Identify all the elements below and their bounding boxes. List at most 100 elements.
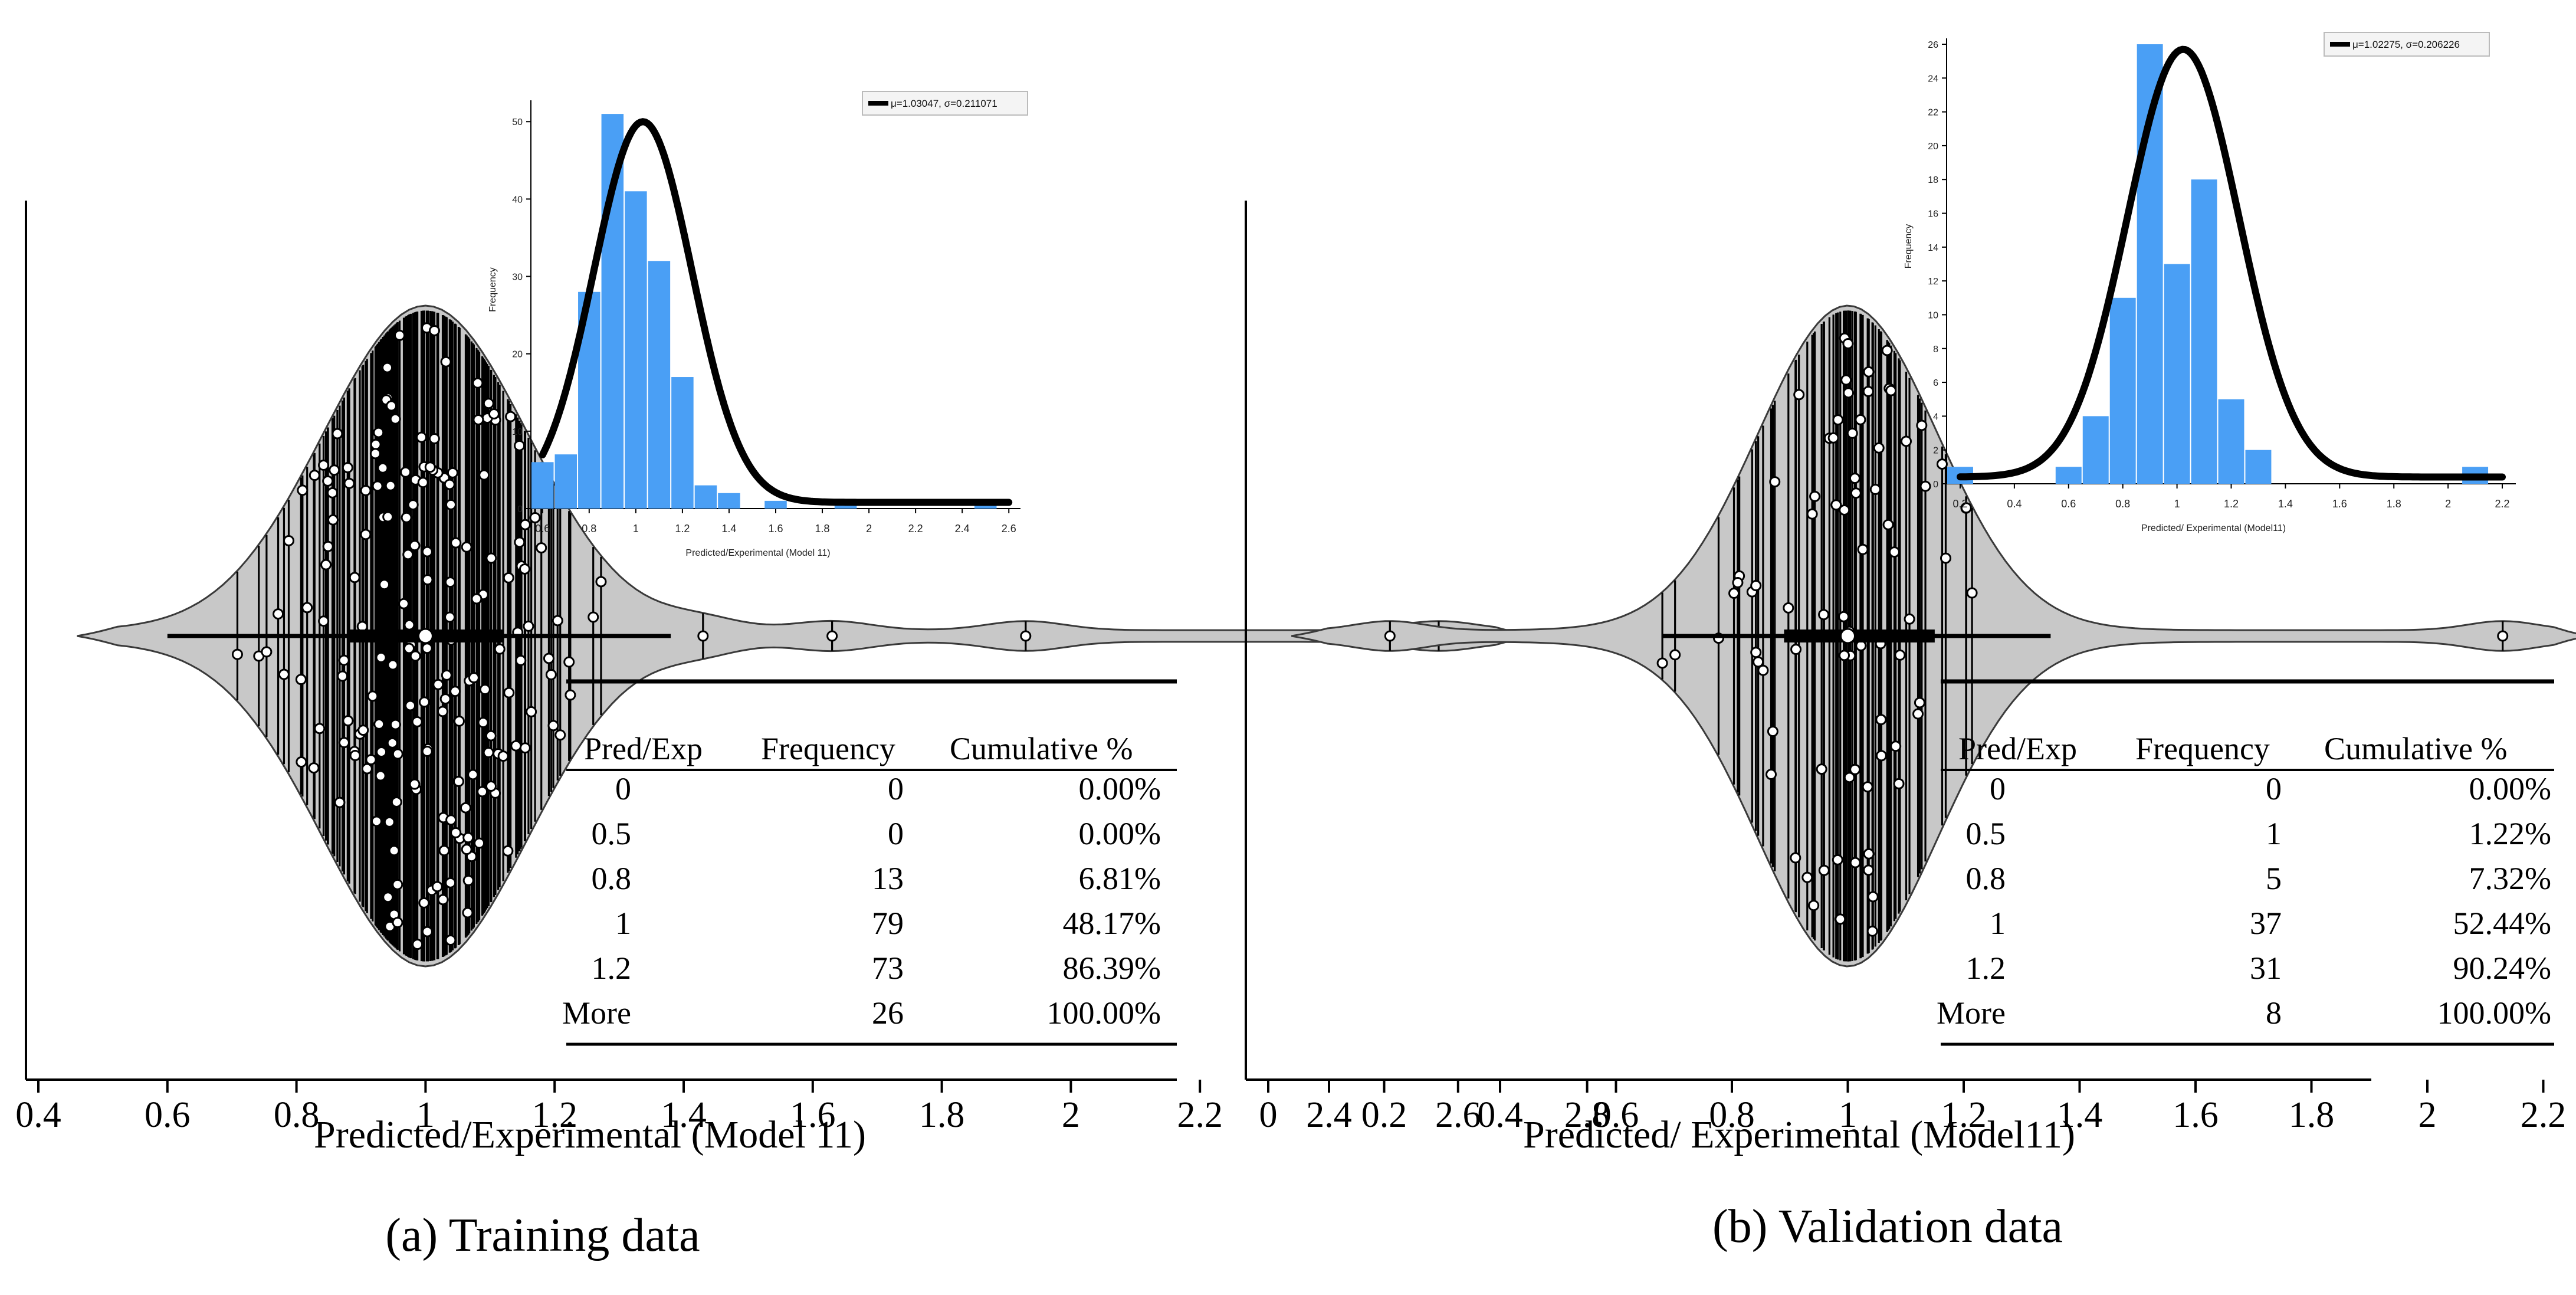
table-cell: 79 <box>872 906 904 941</box>
data-point <box>1849 857 1861 868</box>
validation-panel: 0 0.2 0.4 0.6 0.8 1 1.2 1.4 1.6 1.8 2 2.2 Predicted/… <box>1245 32 2576 1253</box>
data-point <box>460 802 471 814</box>
inset-x-tick-label: 2 <box>866 523 872 535</box>
data-point <box>342 715 354 727</box>
data-point <box>412 939 424 950</box>
data-point <box>231 648 243 660</box>
data-point <box>409 650 421 662</box>
data-point <box>1832 854 1843 865</box>
data-point <box>405 700 416 712</box>
data-point <box>1890 740 1902 752</box>
histogram-bar <box>2245 450 2272 484</box>
data-point <box>394 329 406 341</box>
data-point <box>332 428 343 440</box>
inset-y-tick-label: 14 <box>1928 243 1938 253</box>
histogram-bar <box>2082 416 2109 484</box>
inset-y-tick-label: 6 <box>1933 378 1938 388</box>
inset-y-tick-label: 50 <box>512 117 523 127</box>
inset-y-tick-label: 18 <box>1928 175 1938 185</box>
data-point <box>297 484 309 496</box>
data-point <box>1862 781 1873 793</box>
data-point <box>403 619 415 631</box>
data-point <box>357 724 369 736</box>
data-point <box>505 411 517 422</box>
data-point <box>409 778 421 790</box>
histogram-bar <box>764 500 787 509</box>
data-point <box>1769 476 1781 488</box>
data-point <box>519 563 531 575</box>
data-point <box>1869 484 1881 496</box>
data-point <box>1801 871 1813 883</box>
data-point <box>502 845 514 857</box>
table-cell: 0.8 <box>592 861 632 896</box>
data-point <box>1790 644 1802 655</box>
data-point <box>1893 778 1905 789</box>
x-tick-label: 2.2 <box>2521 1095 2567 1135</box>
data-point <box>373 427 385 438</box>
data-point <box>497 750 509 762</box>
data-point <box>389 413 401 425</box>
data-point <box>1849 473 1860 484</box>
data-point <box>1750 647 1762 658</box>
x-tick-label: 1.4 <box>661 1095 707 1135</box>
data-point <box>361 763 373 775</box>
legend-label: μ=1.02275, σ=0.206226 <box>2352 39 2460 50</box>
legend-box <box>2324 32 2490 57</box>
data-point <box>295 674 307 686</box>
data-point <box>1875 714 1887 726</box>
data-point <box>403 642 415 654</box>
inset-y-tick-label: 22 <box>1928 108 1938 118</box>
x-tick-label: 2.6 <box>1435 1095 1481 1135</box>
x-tick-label: 2 <box>2419 1095 2437 1135</box>
inset-y-axis-label: Frequency <box>1904 224 1914 269</box>
table-cell: 1 <box>1990 906 2006 941</box>
data-point <box>494 643 506 655</box>
table-cell: 100.00% <box>1047 995 1161 1031</box>
table-cell: 13 <box>872 861 904 896</box>
inset-y-tick-label: 10 <box>512 427 523 437</box>
data-point <box>327 487 339 499</box>
inset-y-tick-label: 16 <box>1928 209 1938 219</box>
data-point <box>523 620 534 632</box>
data-point <box>1793 389 1805 401</box>
data-point <box>373 718 385 730</box>
data-point <box>322 475 334 487</box>
table-cell: 100.00% <box>2437 995 2551 1031</box>
data-point <box>1753 656 1764 668</box>
data-point <box>1881 345 1893 356</box>
data-point <box>1843 387 1855 399</box>
histogram-bar <box>2164 264 2190 484</box>
inset-y-tick-label: 12 <box>1928 277 1938 287</box>
inset-x-tick-label: 1.6 <box>768 523 783 535</box>
data-point <box>428 433 440 445</box>
data-point <box>554 729 566 741</box>
table-cell: 0 <box>888 816 904 851</box>
data-point <box>386 737 398 749</box>
data-point <box>826 630 838 642</box>
data-point <box>450 537 462 549</box>
data-point <box>377 462 389 474</box>
x-axis-label: Predicted/ Experimental (Model11) <box>1523 1113 2075 1156</box>
table-cell: 0 <box>2266 771 2282 806</box>
data-point <box>503 687 515 699</box>
data-point <box>1669 649 1681 661</box>
data-point <box>1863 848 1875 860</box>
data-point <box>388 845 400 857</box>
data-point <box>383 816 395 828</box>
data-point <box>536 542 547 554</box>
data-point <box>1656 657 1668 669</box>
data-point <box>1966 587 1978 599</box>
data-point <box>471 593 483 605</box>
table-cell: 0 <box>888 771 904 806</box>
histogram-bar <box>671 377 694 509</box>
data-point <box>441 669 452 681</box>
data-point <box>1816 763 1827 775</box>
data-point <box>461 541 472 553</box>
inset-x-tick-label: 0.8 <box>582 523 596 535</box>
table-cell: 1.2 <box>592 950 632 986</box>
data-point <box>432 678 444 690</box>
inset-x-tick-label: 1.6 <box>2332 498 2347 510</box>
data-point <box>370 815 382 827</box>
data-point <box>1728 588 1740 599</box>
